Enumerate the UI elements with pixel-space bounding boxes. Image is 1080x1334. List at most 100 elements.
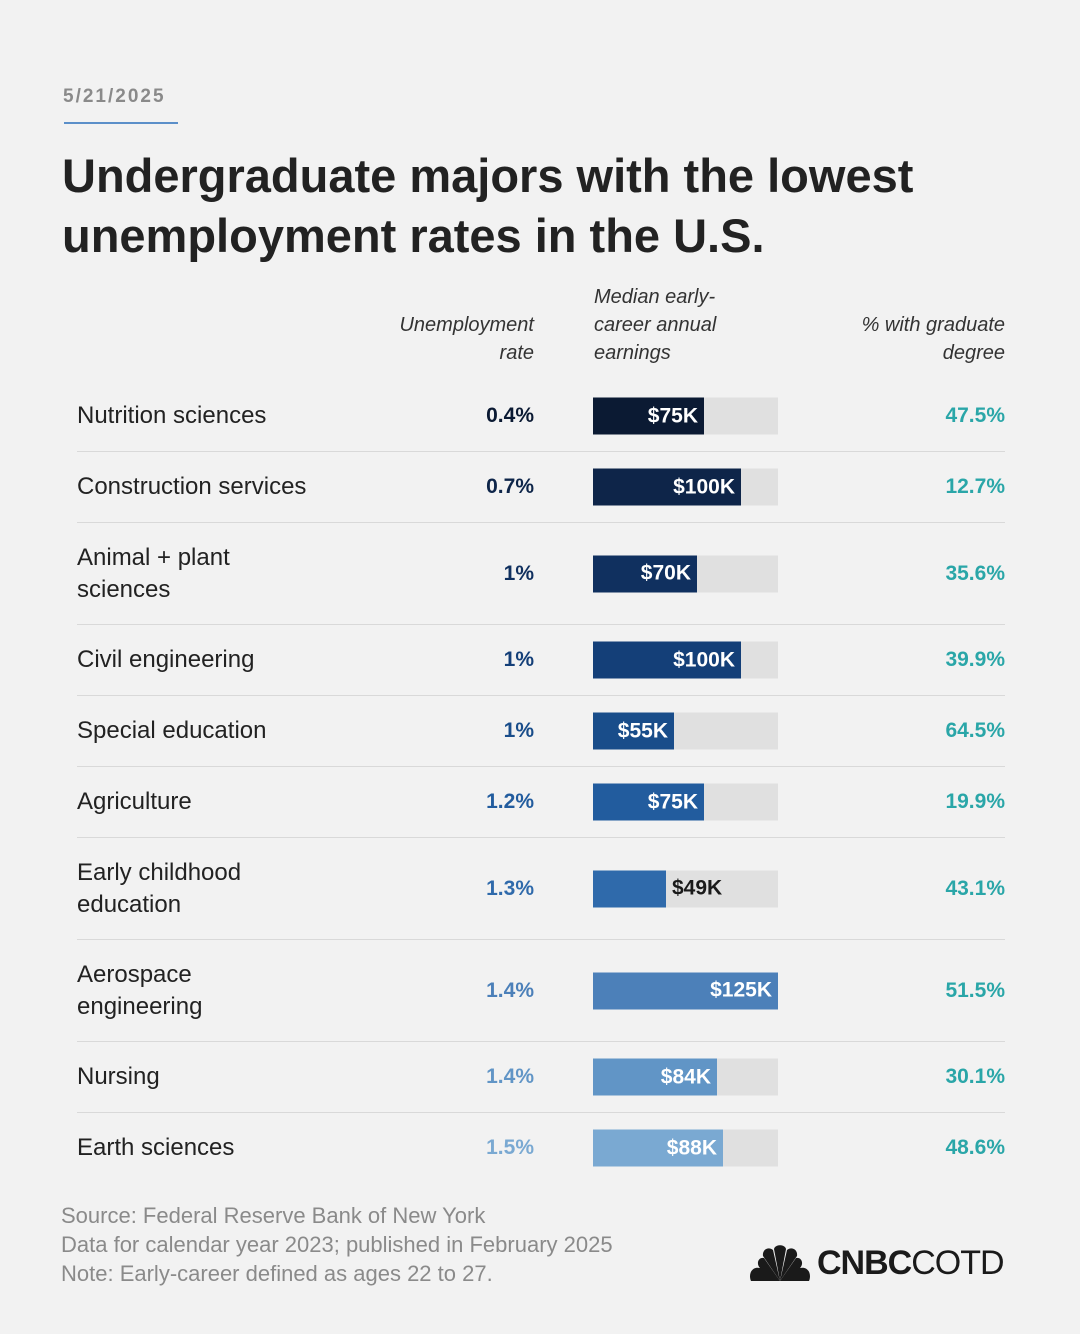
logo-bold-text: CNBC — [817, 1243, 912, 1282]
unemployment-rate: 0.7% — [486, 475, 534, 498]
major-name: Aerospace engineering — [77, 959, 347, 1023]
data-table: Nutrition sciences 0.4% $75K 47.5% Construct… — [77, 381, 1005, 1183]
table-row: Civil engineering 1% $100K 39.9% — [77, 625, 1005, 696]
earnings-bar — [593, 641, 741, 679]
chart-title: Undergraduate majors with the lowest une… — [62, 149, 914, 262]
graduate-percentage: 19.9% — [945, 790, 1005, 813]
earnings-bar-track: $75K — [593, 397, 778, 435]
unemployment-rate: 1.4% — [486, 978, 534, 1002]
major-name: Earth sciences — [77, 1132, 347, 1164]
earnings-bar-track: $125K — [593, 972, 778, 1009]
earnings-label: $100K — [673, 648, 735, 671]
major-name-line: Construction services — [77, 473, 307, 500]
major-name: Nutrition sciences — [77, 400, 347, 432]
unemployment-rate: 1.3% — [486, 876, 534, 900]
data-note: Data for calendar year 2023; published i… — [61, 1232, 613, 1257]
major-name-line: Earth sciences — [77, 1134, 235, 1161]
earnings-bar — [593, 783, 704, 821]
source-note: Source: Federal Reserve Bank of New York — [61, 1203, 486, 1228]
major-name-line: engineering — [77, 992, 203, 1020]
peacock-icon — [750, 1245, 810, 1281]
major-name-line: Special education — [77, 717, 267, 744]
major-name: Agriculture — [77, 786, 347, 818]
major-name: Civil engineering — [77, 644, 347, 676]
unemployment-rate: 1% — [503, 719, 534, 742]
earnings-bar-track: $100K — [593, 468, 778, 506]
table-row: Construction services 0.7% $100K 12.7% — [77, 452, 1005, 523]
table-row: Nursing 1.4% $84K 30.1% — [77, 1042, 1005, 1113]
graduate-percentage: 64.5% — [945, 719, 1005, 742]
major-name-line: Nursing — [77, 1063, 160, 1090]
major-name: Early childhood education — [77, 857, 347, 921]
earnings-bar — [593, 555, 697, 592]
table-row: Earth sciences 1.5% $88K 48.6% — [77, 1113, 1005, 1183]
earnings-bar-track: $88K — [593, 1129, 778, 1167]
table-row: Nutrition sciences 0.4% $75K 47.5% — [77, 381, 1005, 452]
graduate-percentage: 43.1% — [945, 876, 1005, 900]
logo-light-text: COTD — [911, 1243, 1004, 1282]
column-header-line: degree — [942, 342, 1005, 364]
column-header-line: Median early- — [594, 286, 716, 308]
earnings-bar-track: $70K — [593, 555, 778, 592]
earnings-bar-track: $100K — [593, 641, 778, 679]
earnings-bar — [593, 1058, 717, 1096]
major-name-line: Aerospace — [77, 960, 192, 988]
graduate-percentage: 51.5% — [945, 978, 1005, 1002]
earnings-bar — [593, 972, 778, 1009]
unemployment-rate: 1% — [503, 648, 534, 671]
graduate-percentage: 12.7% — [945, 475, 1005, 498]
earnings-label: $84K — [660, 1065, 711, 1088]
table-row: Early childhood education 1.3% $49K 43.1% — [77, 838, 1005, 940]
earnings-bar-track: $55K — [593, 712, 778, 750]
major-name-line: education — [77, 890, 182, 918]
footer-notes: Source: Federal Reserve Bank of New York… — [61, 1201, 613, 1288]
definition-note: Note: Early-career defined as ages 22 to… — [61, 1261, 493, 1286]
earnings-label: $75K — [647, 404, 698, 427]
major-name-line: Nutrition sciences — [77, 402, 267, 429]
earnings-label: $88K — [666, 1136, 717, 1159]
earnings-bar — [593, 1129, 723, 1167]
earnings-bar — [593, 468, 741, 506]
unemployment-rate: 1.4% — [486, 1065, 534, 1088]
table-row: Agriculture 1.2% $75K 19.9% — [77, 767, 1005, 838]
major-name: Special education — [77, 715, 347, 747]
major-name: Nursing — [77, 1061, 347, 1093]
table-row: Special education 1% $55K 64.5% — [77, 696, 1005, 767]
earnings-label: $55K — [617, 719, 668, 742]
date-label: 5/21/2025 — [63, 86, 166, 107]
earnings-label: $49K — [672, 876, 723, 900]
graduate-percentage: 39.9% — [945, 648, 1005, 671]
column-header-line: Unemployment — [399, 314, 534, 336]
earnings-bar-track: $75K — [593, 783, 778, 821]
column-header-unemployment: Unemployment rate — [334, 311, 534, 367]
date-underline — [64, 122, 178, 124]
column-header-line: rate — [499, 342, 534, 364]
earnings-bar — [593, 870, 666, 907]
column-header-graduate: % with graduate degree — [785, 311, 1005, 367]
table-row: Animal + plant sciences 1% $70K 35.6% — [77, 523, 1005, 625]
graduate-percentage: 48.6% — [945, 1136, 1005, 1159]
earnings-label: $125K — [710, 978, 772, 1002]
major-name-line: sciences — [77, 575, 171, 603]
graduate-percentage: 47.5% — [945, 404, 1005, 427]
earnings-bar — [593, 712, 674, 750]
earnings-label: $100K — [673, 475, 735, 498]
column-header-line: career annual — [594, 314, 717, 336]
major-name-line: Animal + plant — [77, 543, 230, 571]
table-row: Aerospace engineering 1.4% $125K 51.5% — [77, 940, 1005, 1042]
graduate-percentage: 35.6% — [945, 561, 1005, 585]
earnings-label: $70K — [640, 561, 691, 585]
column-header-line: earnings — [594, 342, 671, 364]
earnings-bar-track: $49K — [593, 870, 778, 907]
logo-wordmark: CNBCCOTD — [817, 1243, 1005, 1283]
graduate-percentage: 30.1% — [945, 1065, 1005, 1088]
major-name: Animal + plant sciences — [77, 542, 347, 606]
major-name-line: Civil engineering — [77, 646, 255, 673]
cnbc-logo: CNBCCOTD — [749, 1243, 1014, 1283]
unemployment-rate: 0.4% — [486, 404, 534, 427]
unemployment-rate: 1.5% — [486, 1136, 534, 1159]
major-name-line: Agriculture — [77, 788, 192, 815]
earnings-label: $75K — [647, 790, 698, 813]
unemployment-rate: 1% — [503, 561, 534, 585]
column-header-earnings: Median early- career annual earnings — [594, 283, 774, 367]
